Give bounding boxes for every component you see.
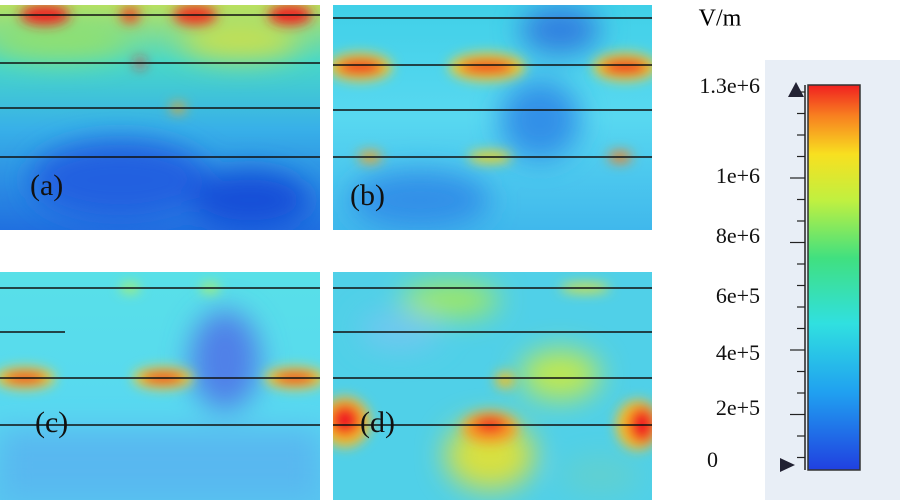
colorbar-tick-label: 0 bbox=[707, 447, 718, 472]
colorbar-tick-label: 2e+5 bbox=[716, 395, 760, 420]
field-map-b bbox=[333, 5, 652, 230]
colorbar-tick-label: 1.3e+6 bbox=[699, 73, 760, 98]
colorbar-tick-label: 4e+5 bbox=[716, 340, 760, 365]
panel-label: (b) bbox=[350, 179, 385, 212]
colorbar-ticks bbox=[790, 91, 805, 459]
colorbar-unit: V/m bbox=[699, 6, 742, 32]
colorbar-tick-label: 6e+5 bbox=[716, 283, 760, 308]
panel-label: (a) bbox=[30, 169, 63, 202]
colorbar-tick-label: 8e+6 bbox=[716, 223, 760, 248]
panel-label: (c) bbox=[35, 406, 68, 439]
colorbar bbox=[807, 84, 861, 471]
field-map-a bbox=[0, 5, 320, 230]
field-map-c bbox=[0, 272, 320, 500]
colorbar-tick-label: 1e+6 bbox=[716, 163, 760, 188]
min-marker bbox=[780, 458, 795, 472]
field-map-d bbox=[333, 272, 652, 500]
panel-label: (d) bbox=[360, 406, 395, 439]
max-marker bbox=[788, 82, 804, 97]
